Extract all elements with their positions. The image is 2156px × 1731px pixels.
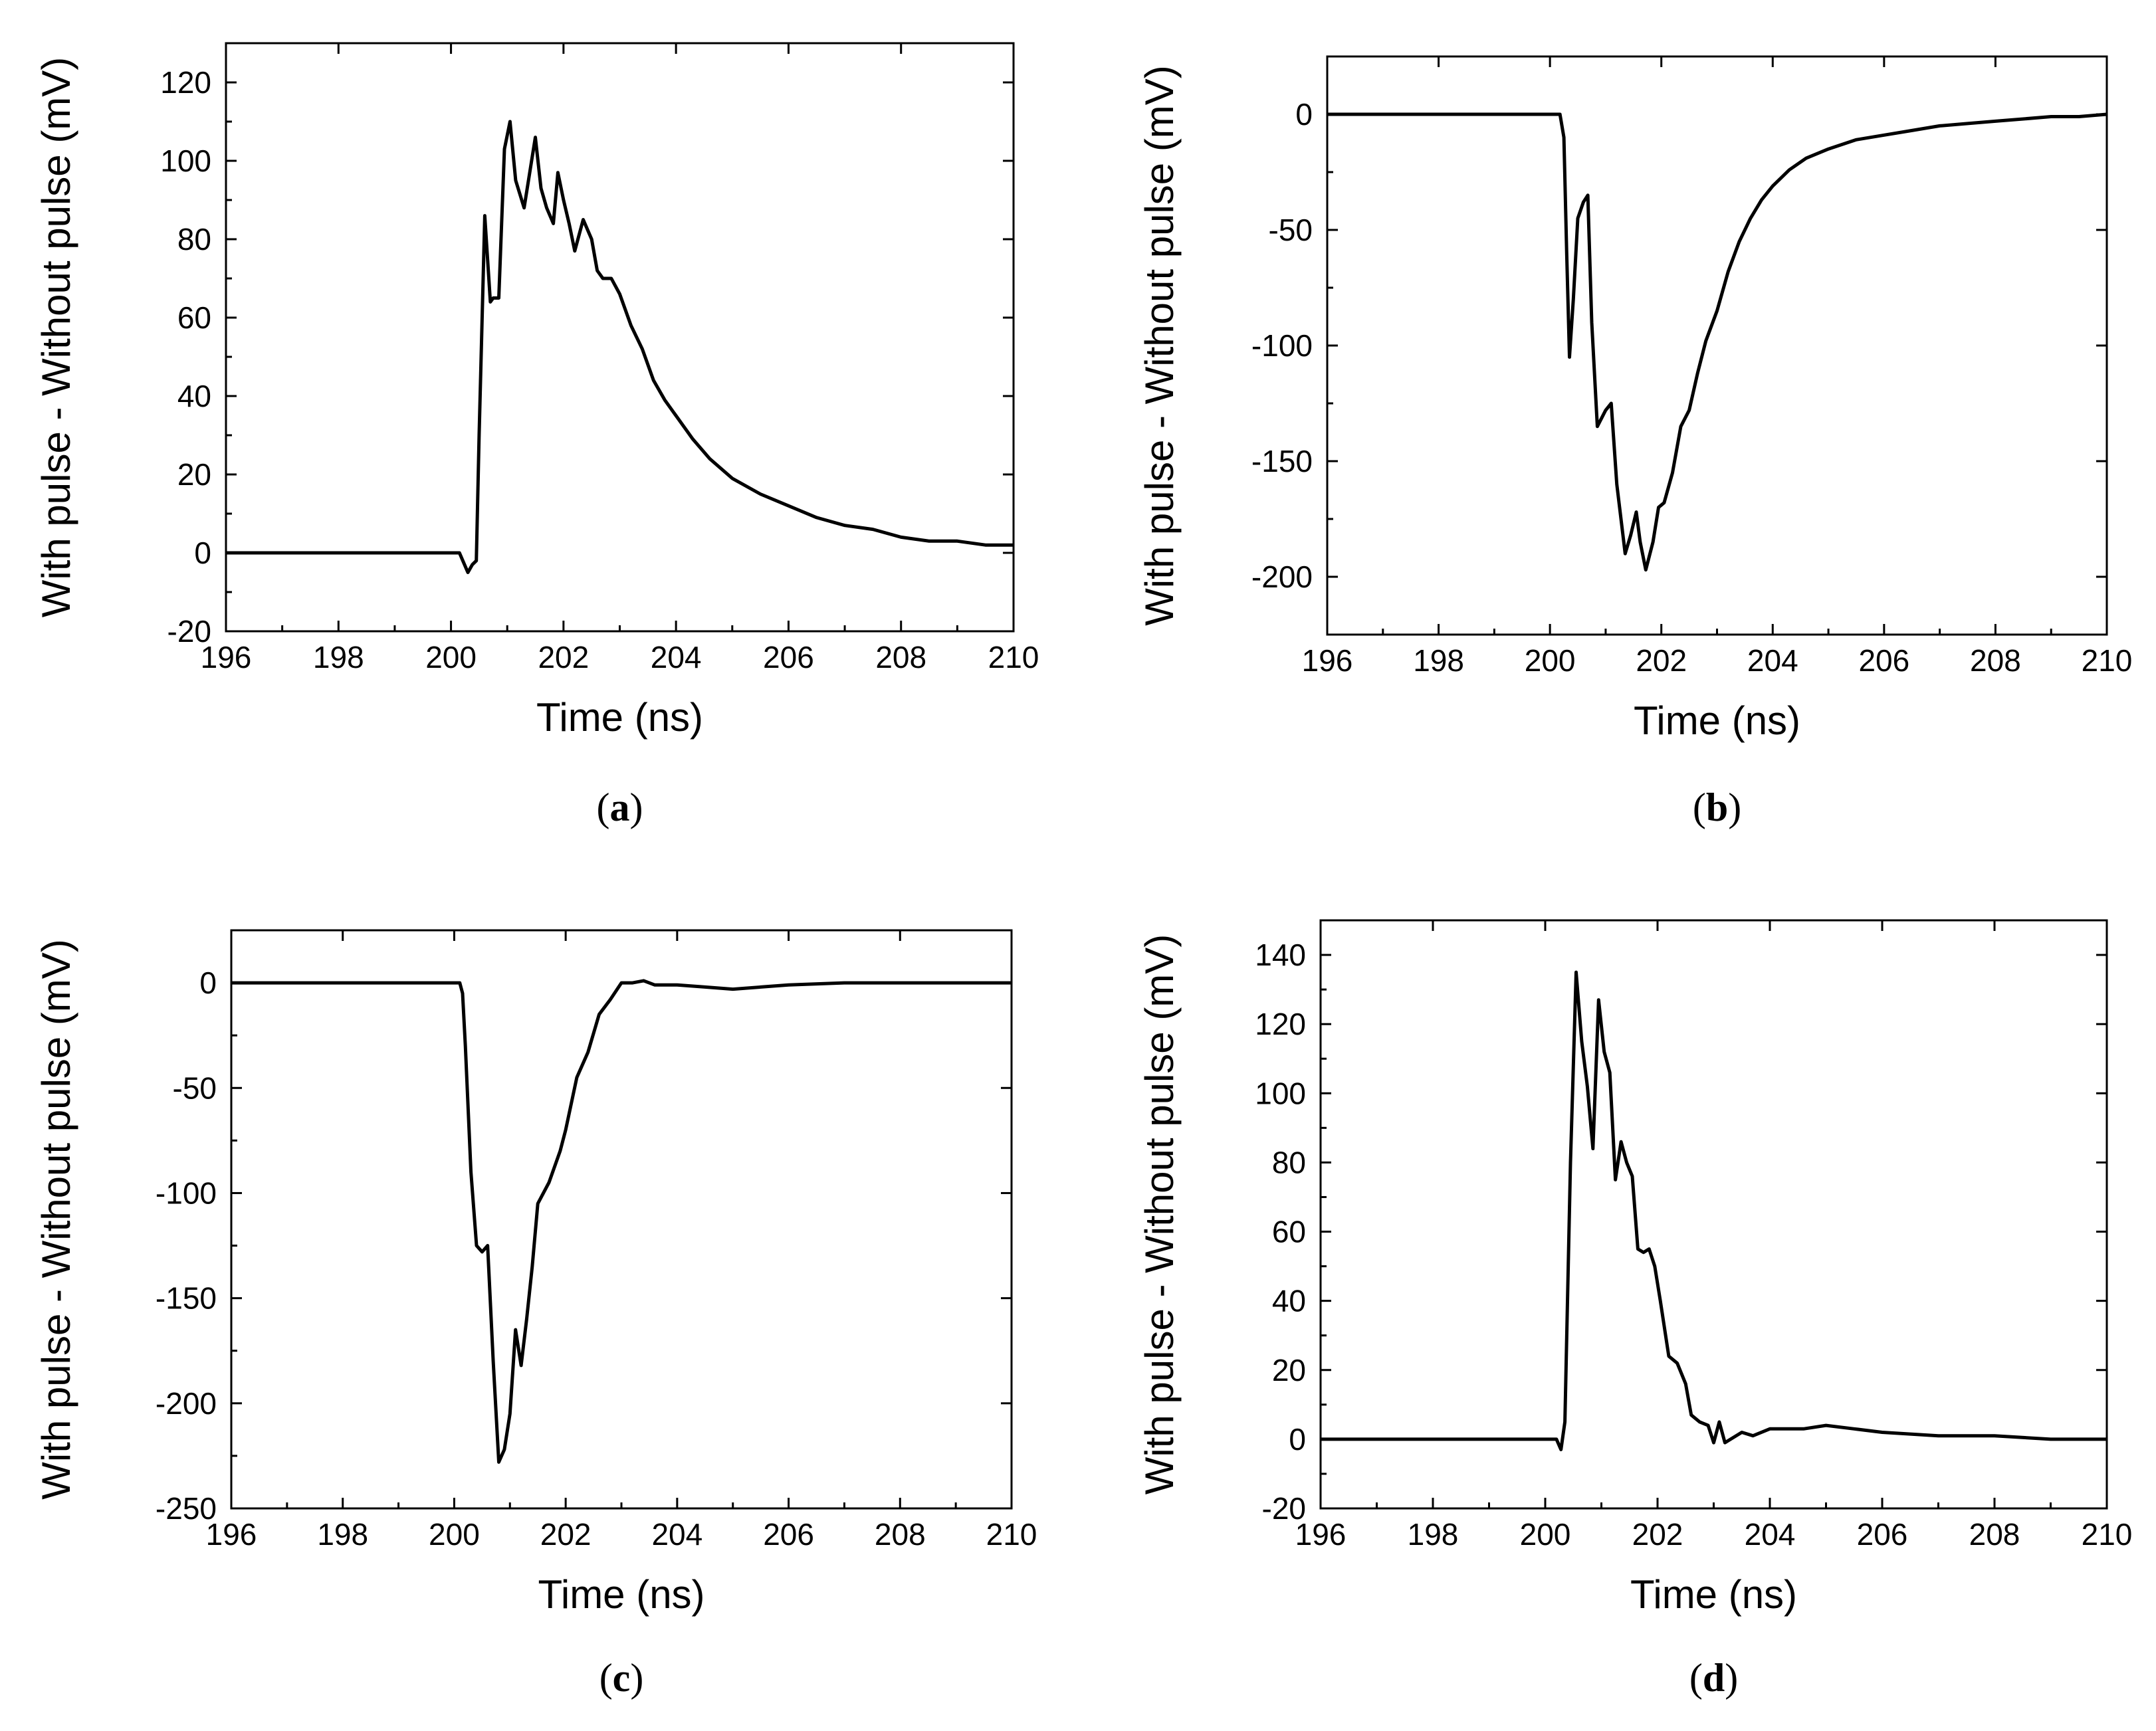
x-axis-label: Time (ns) [536, 695, 703, 740]
y-axis-label: With pulse - Without pulse (mV) [34, 57, 78, 618]
x-tick-label: 196 [1295, 1517, 1347, 1552]
x-tick-label: 210 [2082, 643, 2133, 678]
chart-panel-b: 196 198 200 202 204 206 208 210 -200 -150 -100 -50 0… [1137, 55, 2133, 829]
x-axis-label: Time (ns) [538, 1572, 704, 1617]
y-tick-label: 60 [1272, 1215, 1306, 1249]
x-tick-label: 202 [540, 1517, 592, 1552]
y-tick-label: 40 [1272, 1284, 1306, 1318]
x-tick-label: 204 [651, 640, 702, 674]
panel-caption: (b) [1693, 785, 1741, 829]
series-line-signal [1327, 112, 2107, 572]
panel-letter: c [613, 1656, 631, 1700]
y-tick-label: -20 [167, 614, 211, 649]
x-tick-label: 206 [763, 1517, 814, 1552]
x-tick-label: 198 [1413, 643, 1464, 678]
x-tick-label: 200 [1525, 643, 1576, 678]
x-tick-label: 200 [429, 1517, 480, 1552]
series-line-signal [226, 120, 1014, 574]
plot-frame [1319, 919, 2108, 1510]
x-tick-label: 208 [1969, 1517, 2020, 1552]
y-tick-label: -100 [1251, 328, 1313, 363]
x-tick-label: 198 [313, 640, 364, 674]
x-axis-label: Time (ns) [1630, 1572, 1797, 1617]
x-tick-label: 200 [1520, 1517, 1571, 1552]
panel-letter: d [1703, 1656, 1725, 1700]
y-tick-label: -150 [1251, 444, 1313, 478]
panel-letter: b [1706, 785, 1728, 829]
x-tick-label: 204 [1747, 643, 1798, 678]
panel-caption: (d) [1689, 1656, 1738, 1700]
y-tick-label: 80 [1272, 1145, 1306, 1179]
plot-frame [230, 929, 1013, 1510]
y-tick-label: 0 [194, 536, 211, 570]
panel-letter: a [610, 785, 630, 829]
y-tick-label: 120 [1255, 1007, 1306, 1041]
y-tick-label: -200 [156, 1386, 217, 1421]
y-tick-label: 60 [177, 300, 211, 335]
y-tick-label: -100 [156, 1175, 217, 1210]
x-tick-label: 206 [1858, 643, 1909, 678]
y-tick-label: -150 [156, 1281, 217, 1316]
x-tick-label: 198 [317, 1517, 368, 1552]
y-tick-label: -50 [173, 1070, 217, 1105]
series-line-signal [1321, 970, 2107, 1451]
chart-panel-d: 196 198 200 202 204 206 208 210 -20 0 20 40 60 80 100 1… [1137, 919, 2133, 1700]
panel-caption: (a) [597, 785, 643, 829]
y-tick-label: 0 [1289, 1422, 1306, 1457]
plot-frame [1326, 55, 2108, 636]
y-tick-label: 100 [1255, 1076, 1306, 1110]
x-tick-label: 198 [1408, 1517, 1459, 1552]
y-tick-label: -250 [156, 1491, 217, 1526]
chart-panel-c: 196 198 200 202 204 206 208 210 -250 -200 -150 -100… [34, 929, 1037, 1700]
x-tick-label: 210 [986, 1517, 1037, 1552]
chart-panel-a: 196 198 200 202 204 206 208 210 -20 0 20 40 60 80 100 1… [34, 42, 1039, 829]
x-tick-label: 202 [538, 640, 589, 674]
x-tick-label: 202 [1632, 1517, 1683, 1552]
x-tick-label: 210 [988, 640, 1039, 674]
y-tick-label: -200 [1251, 560, 1313, 594]
x-tick-label: 206 [1857, 1517, 1908, 1552]
x-tick-label: 196 [206, 1517, 257, 1552]
y-axis-label: With pulse - Without pulse (mV) [1137, 65, 1182, 626]
x-tick-label: 204 [651, 1517, 702, 1552]
y-tick-label: 40 [177, 379, 211, 413]
y-tick-label: 0 [199, 966, 217, 1000]
y-axis-label: With pulse - Without pulse (mV) [34, 939, 78, 1500]
series-line-signal [231, 979, 1012, 1464]
y-tick-label: 80 [177, 222, 211, 256]
y-axis-label: With pulse - Without pulse (mV) [1137, 934, 1182, 1495]
y-tick-label: 20 [1272, 1353, 1306, 1387]
y-tick-label: 140 [1255, 938, 1306, 972]
plot-frame [225, 42, 1015, 633]
x-axis-label: Time (ns) [1634, 698, 1800, 743]
panel-caption: (c) [599, 1656, 644, 1700]
x-tick-label: 200 [425, 640, 477, 674]
y-tick-label: 20 [177, 457, 211, 492]
y-tick-label: 120 [160, 65, 211, 100]
x-tick-label: 204 [1745, 1517, 1796, 1552]
y-tick-label: 0 [1295, 97, 1313, 132]
y-tick-label: 100 [160, 144, 211, 178]
x-tick-label: 208 [875, 1517, 926, 1552]
y-tick-label: -50 [1269, 213, 1313, 247]
x-tick-label: 196 [201, 640, 252, 674]
x-tick-label: 208 [1970, 643, 2021, 678]
y-tick-label: -20 [1262, 1491, 1306, 1526]
x-tick-label: 202 [1636, 643, 1687, 678]
x-tick-label: 210 [2082, 1517, 2133, 1552]
x-tick-label: 196 [1302, 643, 1353, 678]
x-tick-label: 206 [763, 640, 814, 674]
x-tick-label: 208 [875, 640, 926, 674]
